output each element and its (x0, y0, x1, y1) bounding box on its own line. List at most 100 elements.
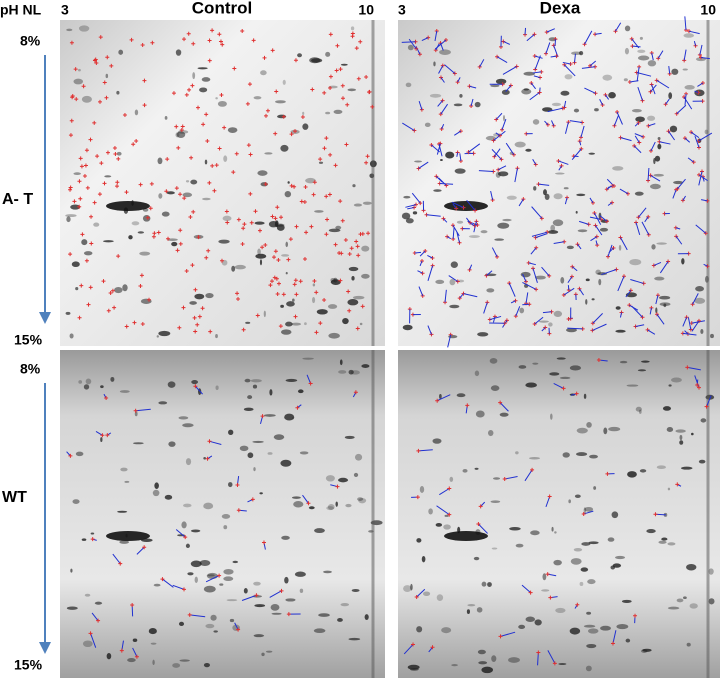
spot-marker (92, 120, 97, 125)
gel-spot (338, 477, 349, 483)
spot-marker (166, 236, 171, 241)
gel-spot (491, 547, 498, 550)
gel-spot (261, 652, 265, 657)
shift-vector (676, 104, 687, 115)
gel-spot (132, 638, 138, 642)
gel-spot (316, 309, 328, 315)
spot-marker (547, 494, 552, 499)
spot-marker (206, 248, 211, 253)
gel-spot (571, 51, 582, 56)
gel-spot (344, 435, 355, 439)
spot-marker (324, 232, 329, 237)
shift-vector (493, 148, 501, 157)
shift-vector (302, 494, 309, 504)
shift-vector (529, 92, 540, 101)
spot-marker (360, 231, 365, 236)
spot-marker (133, 408, 138, 413)
shift-vector (634, 133, 644, 138)
spot-marker (534, 245, 539, 250)
spot-marker (196, 235, 201, 240)
gel-spot (168, 441, 176, 447)
shift-vector (589, 216, 602, 220)
shift-vector (619, 312, 623, 318)
spot-marker (272, 255, 277, 260)
gel-spot (190, 529, 201, 533)
gel-spot (444, 514, 449, 517)
spot-marker (207, 58, 212, 63)
ph-label: pH NL (0, 2, 42, 18)
shift-vector (534, 316, 544, 325)
shift-vector (439, 488, 450, 496)
spot-marker (99, 161, 104, 166)
spot-marker (200, 306, 205, 311)
gel-spot (157, 157, 163, 165)
gel-spot (244, 378, 251, 383)
spot-marker (327, 192, 332, 197)
gel-spot (175, 49, 182, 56)
shift-vector (641, 221, 650, 236)
gel-spot (65, 311, 71, 315)
shift-vector (411, 192, 421, 204)
gel-spot (119, 390, 130, 393)
gel-spot (412, 211, 418, 215)
spot-marker (151, 234, 156, 239)
gel-spot (210, 614, 217, 621)
spot-marker (96, 618, 101, 623)
spot-marker (89, 241, 94, 246)
spot-marker (411, 642, 416, 647)
gel-spot (586, 643, 597, 649)
shift-vector (620, 237, 628, 251)
shift-vector (418, 100, 423, 110)
shift-vector (491, 149, 502, 160)
gel-spot (487, 429, 494, 437)
gel-spot (221, 259, 228, 266)
gel-spot (232, 560, 239, 564)
gel-spot (667, 542, 676, 546)
gel-spot (83, 251, 93, 256)
gel-spot (487, 582, 492, 587)
gel-spot (191, 380, 199, 385)
gel-spot (671, 68, 679, 75)
gel-spot (185, 180, 190, 183)
panel-title: Control (192, 0, 252, 17)
spot-marker (234, 151, 239, 156)
gel-spot (466, 609, 471, 615)
shift-vector (95, 431, 103, 436)
gel-spot (649, 183, 661, 190)
shift-vector (495, 132, 501, 137)
gel-spot (641, 649, 648, 653)
shift-vector (592, 313, 603, 324)
shift-vector (470, 223, 475, 227)
gel-spot (429, 93, 442, 98)
shift-vector (525, 292, 529, 304)
gel-spot (619, 360, 628, 364)
gel-spot (612, 166, 624, 171)
spot-marker (89, 214, 94, 219)
gel-spot (435, 279, 445, 284)
gel-spot (683, 596, 687, 600)
gel-spot (333, 277, 338, 283)
gel-spot (75, 451, 84, 457)
gel-spot (585, 278, 590, 282)
gel-spot (231, 265, 236, 272)
shift-vector (650, 174, 661, 182)
shift-vector (665, 98, 670, 105)
gel-spot (253, 96, 262, 100)
ph-high: 10 (700, 2, 716, 18)
gel-spot (564, 74, 573, 80)
gel-spot (65, 214, 77, 218)
gel-spot (401, 212, 411, 220)
spot-marker (69, 118, 74, 123)
spot-marker (340, 218, 345, 223)
spot-marker (81, 84, 86, 89)
shift-vector (553, 382, 564, 389)
gel-spot (548, 37, 557, 42)
shift-vector (470, 98, 474, 107)
gel-spot (635, 406, 642, 412)
gel-spot (560, 90, 570, 96)
spot-marker (300, 115, 305, 120)
gel-spot (407, 44, 414, 51)
spot-marker (220, 42, 225, 47)
shift-vector (589, 197, 594, 204)
gel-spot (491, 655, 497, 662)
